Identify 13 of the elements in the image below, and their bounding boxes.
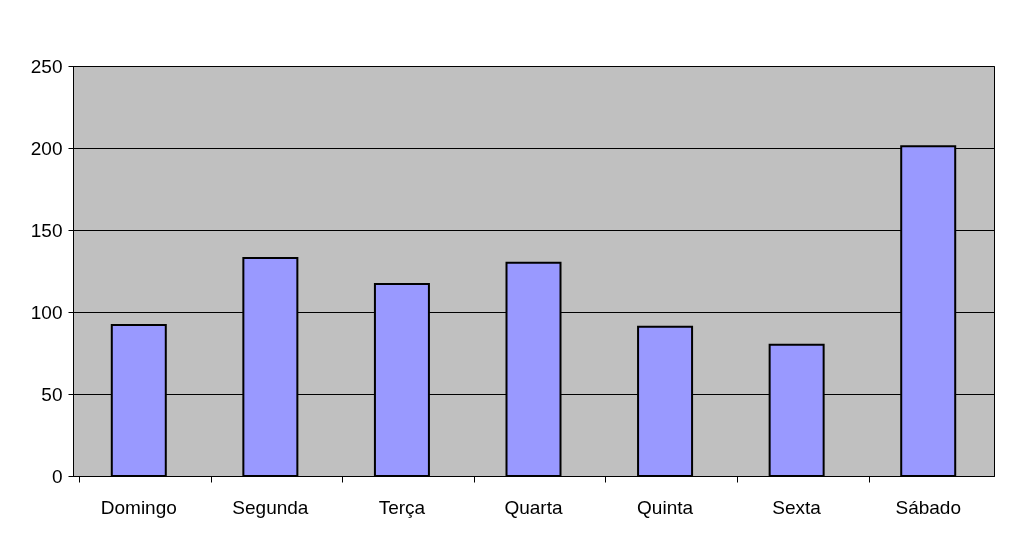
- y-tick-label: 0: [51, 465, 63, 487]
- x-tick-label: Terça: [378, 496, 426, 518]
- y-tick-label: 250: [30, 55, 63, 77]
- y-tick-label: 200: [30, 137, 63, 159]
- x-tick-label: Sexta: [772, 496, 822, 518]
- x-tick-label: Domingo: [100, 496, 177, 518]
- x-tick-label: Quinta: [637, 496, 694, 518]
- x-tick-label: Sábado: [895, 496, 961, 518]
- y-tick-label: 100: [30, 301, 63, 323]
- x-tick-label: Quarta: [504, 496, 563, 518]
- x-tick-label: Segunda: [232, 496, 309, 518]
- y-tick-label: 150: [30, 219, 63, 241]
- y-tick-label: 50: [41, 383, 63, 405]
